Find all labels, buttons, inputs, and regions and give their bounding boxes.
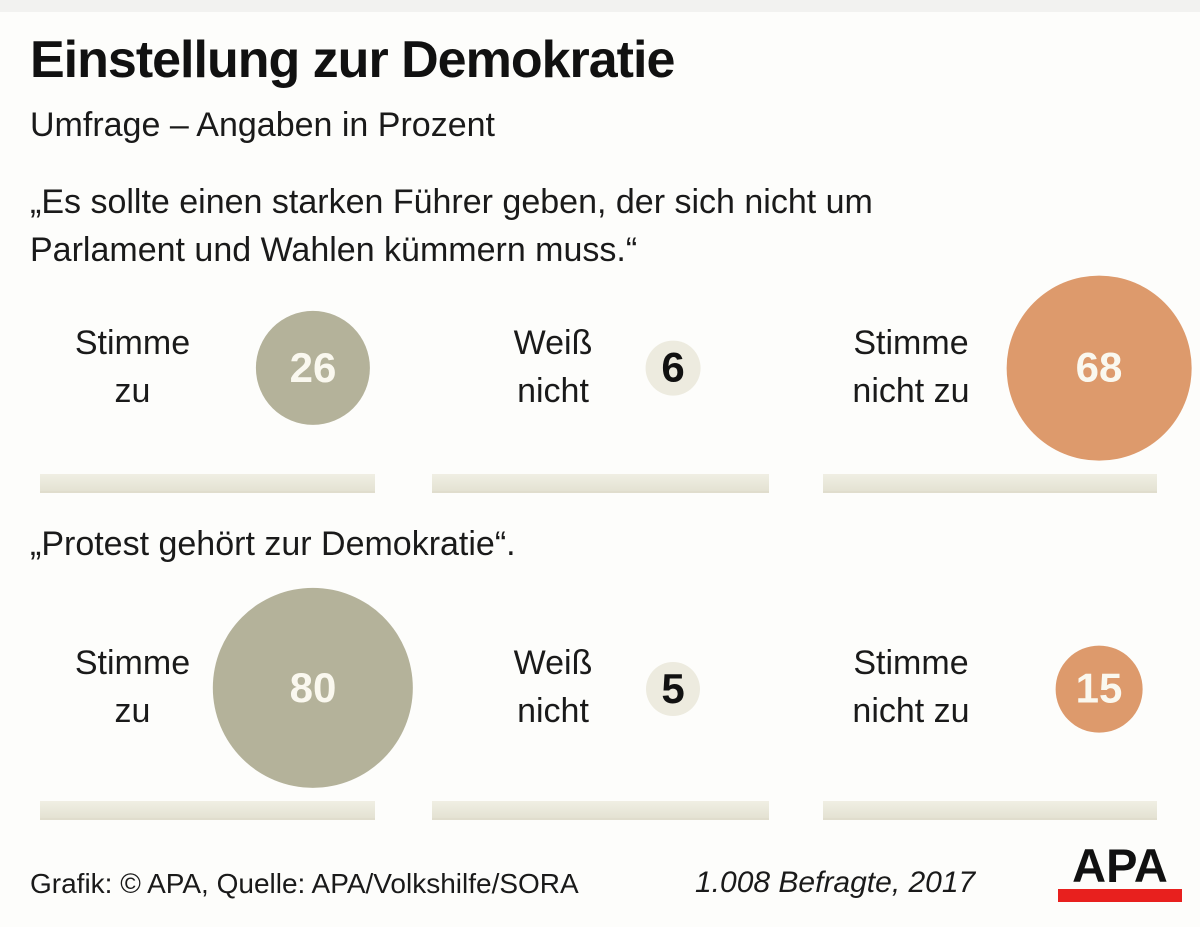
value-bubble-disagree: 68	[1006, 275, 1192, 461]
answer-label-agree: Stimme zu	[74, 324, 191, 410]
value-bubble-dont-know: 5	[646, 662, 700, 716]
value-bubble-agree: 26	[255, 310, 371, 426]
apa-logo-red-bar	[1058, 888, 1182, 902]
divider-bar	[432, 801, 769, 820]
bubble-value: 26	[289, 343, 337, 391]
bubble-value: 6	[661, 343, 685, 391]
footer-credit: Grafik: © APA, Quelle: APA/Volkshilfe/SO…	[30, 868, 579, 899]
page-title: Einstellung zur Demokratie	[30, 31, 675, 89]
divider-bar	[823, 474, 1157, 493]
value-bubble-dont-know: 6	[645, 340, 701, 396]
answer-label-disagree: Stimme nicht zu	[852, 644, 970, 730]
page-subtitle: Umfrage – Angaben in Prozent	[30, 106, 495, 144]
value-bubble-agree: 80	[212, 587, 414, 789]
bubble-value: 5	[661, 665, 685, 712]
question-2: „Protest gehört zur Demokratie“.	[30, 525, 516, 563]
question-1: „Es sollte einen starken Führer geben, d…	[30, 183, 873, 270]
sample-size: 1.008 Befragte, 2017	[695, 866, 976, 899]
top-edge-strip	[0, 0, 1200, 12]
divider-bar	[40, 474, 375, 493]
bubble-value: 15	[1075, 665, 1123, 712]
bubble-value: 80	[289, 664, 337, 711]
answer-label-dont-know: Weiß nicht	[513, 324, 593, 410]
divider-bar	[432, 474, 769, 493]
divider-bar	[823, 801, 1157, 820]
apa-logo: APA	[1058, 839, 1182, 902]
answer-label-disagree: Stimme nicht zu	[852, 324, 970, 410]
answer-label-dont-know: Weiß nicht	[513, 644, 593, 730]
apa-logo-text: APA	[1072, 839, 1168, 892]
divider-bar	[40, 801, 375, 820]
bubble-value: 68	[1075, 343, 1123, 391]
value-bubble-disagree: 15	[1055, 645, 1143, 733]
answer-label-agree: Stimme zu	[74, 644, 191, 730]
